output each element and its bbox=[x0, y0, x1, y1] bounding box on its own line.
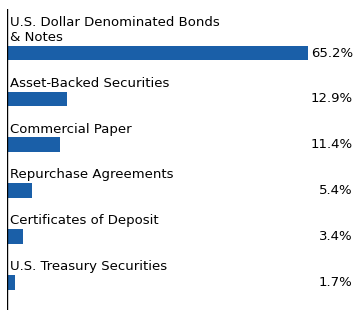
Text: 1.7%: 1.7% bbox=[319, 276, 353, 289]
Text: 5.4%: 5.4% bbox=[319, 184, 353, 197]
Text: U.S. Dollar Denominated Bonds
& Notes: U.S. Dollar Denominated Bonds & Notes bbox=[9, 16, 219, 44]
Bar bbox=[7, 229, 23, 244]
Bar bbox=[7, 46, 308, 60]
Bar bbox=[7, 183, 32, 198]
Bar bbox=[7, 92, 67, 106]
Text: 12.9%: 12.9% bbox=[311, 92, 353, 105]
Text: Commercial Paper: Commercial Paper bbox=[9, 123, 131, 136]
Text: Repurchase Agreements: Repurchase Agreements bbox=[9, 168, 173, 181]
Text: U.S. Treasury Securities: U.S. Treasury Securities bbox=[9, 260, 167, 273]
Text: 11.4%: 11.4% bbox=[311, 138, 353, 151]
Text: Asset-Backed Securities: Asset-Backed Securities bbox=[9, 77, 169, 90]
Text: 3.4%: 3.4% bbox=[319, 230, 353, 243]
Text: Certificates of Deposit: Certificates of Deposit bbox=[9, 214, 158, 227]
Bar bbox=[7, 137, 60, 152]
Text: 65.2%: 65.2% bbox=[311, 46, 353, 59]
Bar bbox=[7, 275, 15, 289]
